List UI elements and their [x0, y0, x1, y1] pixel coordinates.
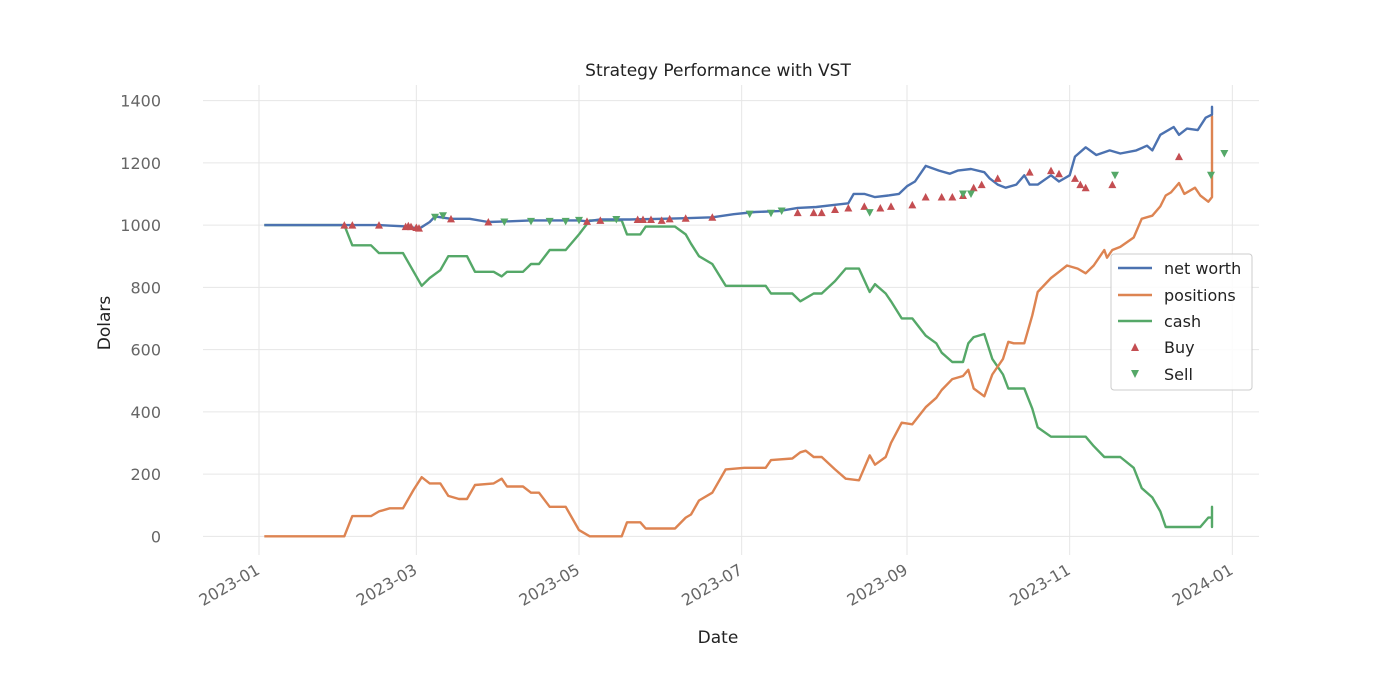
sell-marker — [967, 190, 975, 198]
buy-marker — [340, 221, 349, 229]
y-tick-label: 200 — [130, 465, 161, 484]
sell-marker — [431, 213, 439, 222]
series-lines — [264, 105, 1214, 538]
x-tick-label: 2023-11 — [1006, 560, 1073, 610]
legend-box — [1110, 253, 1253, 391]
y-tick-label: 600 — [130, 341, 161, 360]
buy-marker — [1076, 180, 1085, 189]
buy-marker — [817, 208, 826, 217]
buy-marker — [1081, 183, 1090, 192]
sell-marker — [1220, 149, 1229, 158]
y-tick-label: 400 — [130, 403, 161, 422]
x-tick-label: 2023-01 — [196, 560, 263, 610]
sell-marker — [575, 216, 583, 225]
x-tick-label: 2023-03 — [353, 560, 420, 610]
sell-marker — [500, 218, 509, 226]
buy-marker — [1175, 152, 1183, 161]
y-tick-label: 800 — [130, 278, 161, 297]
sell-marker — [527, 217, 535, 226]
buy-marker — [348, 221, 357, 229]
buy-marker — [1047, 166, 1055, 175]
buy-marker — [993, 174, 1002, 182]
buy-marker — [908, 200, 917, 209]
sell-marker — [777, 207, 786, 216]
buy-marker — [809, 208, 818, 217]
legend-label-cash: cash — [1164, 312, 1201, 331]
buy-marker — [948, 193, 957, 201]
buy-marker — [921, 193, 930, 201]
sell-marker — [561, 217, 570, 226]
buy-marker — [447, 214, 455, 223]
buy-marker — [375, 221, 383, 229]
series-line-net-worth — [264, 105, 1214, 231]
buy-marker — [969, 183, 978, 192]
buy-marker — [647, 215, 655, 223]
buy-marker — [583, 217, 591, 225]
sell-marker — [439, 212, 447, 220]
buy-marker — [1055, 169, 1063, 178]
series-line-cash — [264, 219, 1214, 529]
sell-marker — [959, 190, 967, 198]
buy-marker — [1108, 180, 1117, 189]
legend-label-sell: Sell — [1164, 365, 1193, 384]
x-tick-label: 2023-09 — [844, 560, 911, 610]
buy-marker — [793, 208, 802, 217]
series-line-positions — [264, 114, 1214, 538]
legend-swatch-sell — [1131, 370, 1139, 378]
sell-marker — [1111, 171, 1119, 180]
y-tick-label: 1200 — [120, 154, 161, 173]
y-tick-label: 1400 — [120, 92, 161, 111]
trade-markers — [340, 149, 1229, 232]
buy-marker — [415, 224, 423, 232]
buy-marker — [887, 202, 895, 210]
buy-marker — [937, 193, 946, 201]
buy-marker — [876, 203, 885, 212]
sell-marker — [745, 210, 754, 219]
y-tick-label: 0 — [151, 527, 161, 546]
buy-marker — [596, 216, 605, 224]
buy-marker — [831, 205, 839, 214]
x-tick-label: 2023-07 — [678, 560, 745, 610]
buy-marker — [708, 213, 717, 221]
buy-marker — [860, 202, 869, 210]
sell-marker — [612, 215, 621, 224]
buy-marker — [633, 215, 642, 223]
tick-labels: 0 200 400 600 800 1000 1200 1400 2023-01 2023-03 2… — [120, 92, 1236, 610]
legend-swatch-buy — [1131, 343, 1139, 351]
buy-marker — [681, 214, 690, 222]
sell-marker — [545, 217, 554, 226]
buy-marker — [407, 222, 415, 231]
buy-marker — [484, 217, 493, 226]
x-tick-label: 2023-05 — [516, 560, 583, 610]
y-tick-label: 1000 — [120, 216, 161, 235]
grid — [203, 85, 1259, 555]
sell-marker — [865, 209, 874, 217]
buy-marker — [1025, 168, 1034, 176]
buy-marker — [657, 216, 666, 224]
buy-marker — [1071, 174, 1079, 182]
buy-marker — [977, 180, 986, 189]
buy-marker — [844, 203, 853, 212]
sell-marker — [767, 209, 775, 218]
y-axis-label: Dolars — [95, 296, 115, 351]
buy-marker — [639, 215, 647, 223]
x-tick-label: 2024-01 — [1169, 560, 1236, 610]
legend-label-net-worth: net worth — [1164, 259, 1241, 278]
legend-label-positions: positions — [1164, 286, 1236, 305]
chart-title: Strategy Performance with VST — [585, 61, 851, 81]
legend-label-buy: Buy — [1164, 338, 1195, 357]
legend: net worth positions cash Buy Sell — [1110, 253, 1253, 391]
x-axis-label: Date — [698, 628, 739, 648]
sell-marker — [1207, 171, 1215, 180]
buy-marker — [665, 214, 674, 223]
